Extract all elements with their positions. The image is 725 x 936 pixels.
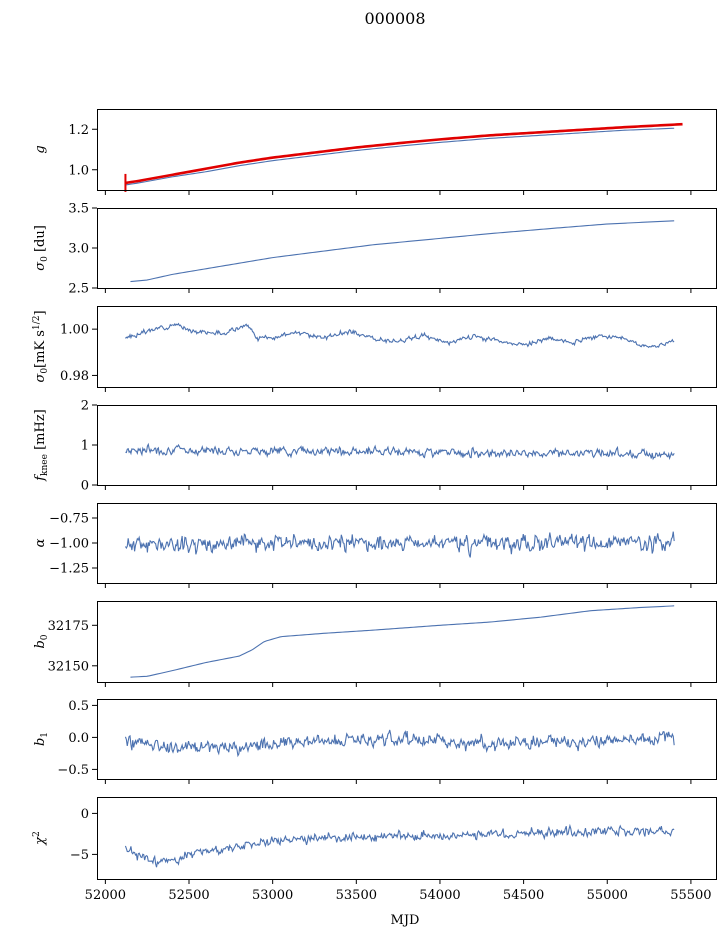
y-tick-label-fknee-1: 1 <box>81 439 89 454</box>
y-axis-label-fknee: fknee [mHz] <box>33 409 50 482</box>
panel-frame-alpha <box>97 503 717 584</box>
y-tick-label-b0-1: 32175 <box>48 619 89 634</box>
y-tick-label-b1-2: 0.5 <box>68 699 89 714</box>
panel-frame-sigma0-mk <box>97 306 717 388</box>
panel-frame-chi2 <box>97 797 717 880</box>
y-axis-label-sigma0-du: σ0 [du] <box>33 225 50 271</box>
x-tick-label-4: 54000 <box>419 888 460 903</box>
series-line-b1-0 <box>124 729 675 758</box>
panel-chi2: −5 0 52000 52500 53000 53500 54000 54500 55000 55… <box>32 797 717 903</box>
panel-sigma0-mk: 0.98 1.00 σ0[mK s1/2] <box>32 306 717 392</box>
panel-b1: −0.5 0.0 0.5 b1 <box>33 699 717 784</box>
x-tick-label-0: 52000 <box>85 888 126 903</box>
panels: 1.0 1.2 g 2.5 3.0 3.5 σ0 [du] 0.98 1.00 σ0[mK s1/… <box>32 109 717 903</box>
series-line-b0-0 <box>130 605 675 678</box>
x-tick-label-3: 53500 <box>336 888 377 903</box>
x-tick-label-1: 52500 <box>168 888 209 903</box>
y-tick-label-chi2-1: 0 <box>81 807 89 822</box>
y-axis-label-b0: b0 <box>33 634 50 648</box>
y-tick-label-chi2-0: −5 <box>70 848 89 863</box>
series-line-sigma0-mk-0 <box>125 322 675 349</box>
panel-frame-fknee <box>97 405 717 486</box>
x-tick-label-7: 55500 <box>670 888 711 903</box>
y-tick-label-b1-0: −0.5 <box>57 763 89 778</box>
panel-sigma0-du: 2.5 3.0 3.5 σ0 [du] <box>33 202 717 297</box>
figure-title: 000008 <box>364 9 425 28</box>
y-tick-label-g-0: 1.0 <box>68 163 89 178</box>
y-axis-label-chi2: χ2 <box>32 831 48 846</box>
y-axis-label-sigma0-mk: σ0[mK s1/2] <box>32 310 50 382</box>
x-tick-label-6: 55000 <box>587 888 628 903</box>
y-axis-label-g: g <box>33 145 48 153</box>
x-axis-label: MJD <box>391 913 420 928</box>
series-line-alpha-0 <box>124 531 675 558</box>
series-line-g-1 <box>125 122 683 185</box>
y-axis-label-alpha: α <box>33 538 48 547</box>
y-tick-label-g-1: 1.2 <box>68 123 89 138</box>
x-tick-label-5: 54500 <box>503 888 544 903</box>
panel-frame-b0 <box>97 601 717 683</box>
series-line-fknee-0 <box>125 442 675 461</box>
panel-g: 1.0 1.2 g <box>33 109 717 195</box>
series-line-g-0 <box>125 127 675 186</box>
y-tick-label-fknee-0: 0 <box>81 479 89 494</box>
y-tick-label-alpha-1: −1.00 <box>49 537 89 552</box>
x-tick-label-2: 53000 <box>252 888 293 903</box>
y-tick-label-sigma0-mk-0: 0.98 <box>60 369 89 384</box>
y-tick-label-b0-0: 32150 <box>48 659 89 674</box>
panel-frame-b1 <box>97 699 717 780</box>
y-tick-label-sigma0-du-2: 3.5 <box>68 202 89 217</box>
y-tick-label-sigma0-du-1: 3.0 <box>68 242 89 257</box>
panel-frame-sigma0-du <box>97 208 717 289</box>
series-line-sigma0-du-0 <box>130 220 675 283</box>
y-tick-label-alpha-0: −1.25 <box>49 562 89 577</box>
y-tick-label-fknee-2: 2 <box>81 399 89 414</box>
series-line-chi2-0 <box>124 823 675 868</box>
panel-alpha: −1.25 −1.00 −0.75 α <box>33 503 717 588</box>
y-tick-label-sigma0-du-0: 2.5 <box>68 282 89 297</box>
y-tick-label-b1-1: 0.0 <box>68 731 89 746</box>
panel-fknee: 0 1 2 fknee [mHz] <box>33 399 717 494</box>
y-axis-label-b1: b1 <box>33 732 50 746</box>
y-tick-label-sigma0-mk-1: 1.00 <box>60 323 89 338</box>
y-tick-label-alpha-2: −0.75 <box>49 512 89 527</box>
panel-frame-g <box>97 109 717 191</box>
